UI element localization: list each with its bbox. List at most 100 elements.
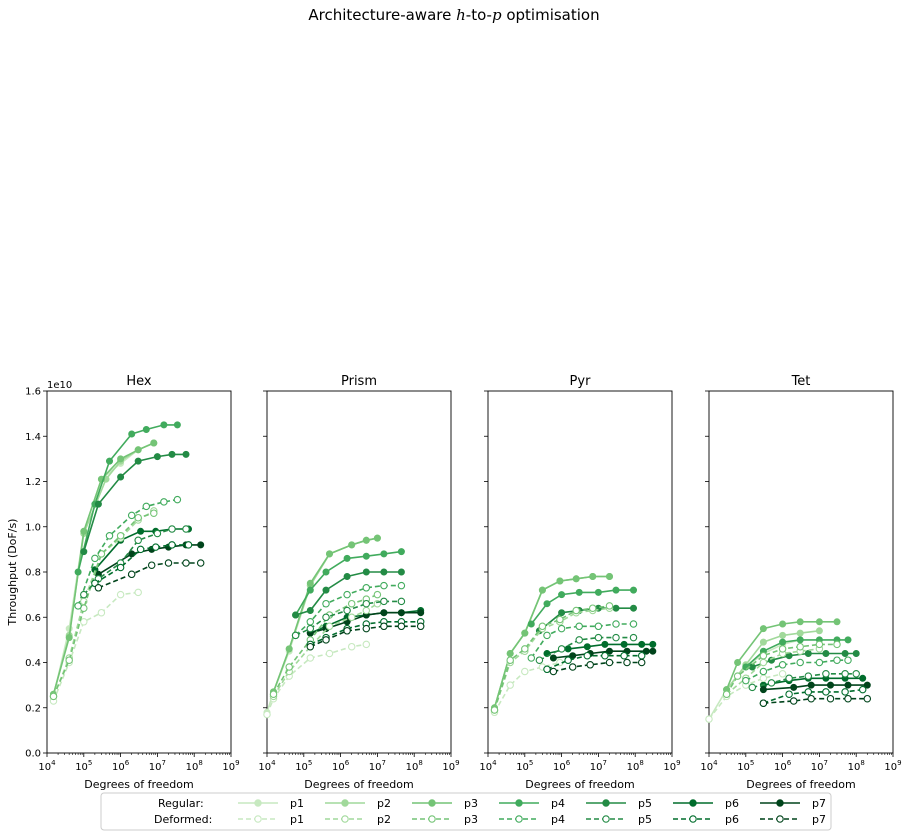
data-point <box>65 656 73 664</box>
panel-hex: Hex 104 105 106 107 108 109 0.0 0.2 0.4 0.6 0.8 1.0 1… <box>6 374 240 791</box>
legend-marker <box>515 815 523 823</box>
data-point <box>767 679 776 687</box>
y-tick-label: 1.0 <box>25 522 41 533</box>
data-point <box>568 663 577 671</box>
data-point <box>527 654 536 662</box>
data-point <box>556 615 564 624</box>
data-point <box>796 636 804 644</box>
data-point <box>649 647 657 655</box>
data-point <box>586 661 594 669</box>
data-point <box>160 421 168 429</box>
data-point <box>858 685 867 694</box>
data-point <box>572 575 580 583</box>
data-point <box>506 649 514 657</box>
data-point <box>94 584 103 592</box>
data-point <box>397 581 406 590</box>
data-point <box>833 618 841 626</box>
legend-label: p2 <box>377 813 391 826</box>
data-point <box>804 649 812 657</box>
data-point <box>822 670 830 678</box>
data-point <box>556 577 564 585</box>
panel-title: Hex <box>126 374 152 389</box>
data-point <box>343 627 351 635</box>
series-line <box>763 697 868 704</box>
data-point <box>638 640 646 648</box>
data-point <box>742 676 750 685</box>
x-tick-label: 104 <box>479 759 497 773</box>
data-point <box>759 667 768 676</box>
data-point <box>269 690 278 698</box>
data-point <box>97 608 106 617</box>
data-point <box>804 672 813 680</box>
legend-entry-p2-regular: p2 <box>325 797 391 810</box>
data-point <box>778 661 787 669</box>
series-p5-regular <box>80 450 190 556</box>
legend-label: p1 <box>290 813 304 826</box>
x-axis-label: Degrees of freedom <box>746 778 855 791</box>
legend-entry-p7-deformed: p7 <box>760 813 826 826</box>
data-point <box>306 586 314 594</box>
series-p4-deformed <box>527 620 638 662</box>
data-point <box>538 622 547 631</box>
data-point <box>173 495 182 504</box>
data-point <box>128 550 136 558</box>
legend-label: p4 <box>551 813 565 826</box>
panels: Hex 104 105 106 107 108 109 0.0 0.2 0.4 0.6 0.8 1.0 1… <box>6 374 902 791</box>
data-point <box>80 590 88 599</box>
data-point <box>844 656 852 664</box>
series-p7-deformed <box>759 694 872 707</box>
data-point <box>137 527 145 535</box>
data-point <box>605 647 613 655</box>
legend-marker <box>602 815 610 823</box>
data-point <box>796 658 804 667</box>
data-point <box>362 552 370 560</box>
legend-entry-p6-regular: p6 <box>673 797 739 810</box>
legend: Regular: Deformed: p1 p1 p2 p2 p3 p3 p4 p4 p5 p5 p6 p… <box>100 792 832 831</box>
data-point <box>588 604 597 612</box>
data-point <box>575 636 583 644</box>
legend-label: p6 <box>725 797 739 810</box>
data-point <box>807 681 815 689</box>
x-tick-label: 107 <box>149 759 166 773</box>
x-tick-label: 109 <box>442 759 459 773</box>
data-point <box>649 640 657 648</box>
data-point <box>759 686 767 694</box>
data-point <box>789 697 798 705</box>
x-tick-label: 106 <box>553 759 571 773</box>
series-p2-regular <box>490 572 613 712</box>
series-line <box>52 591 139 702</box>
data-point <box>605 602 614 610</box>
legend-label: p6 <box>725 813 739 826</box>
legend-marker <box>776 815 784 823</box>
series-p7-regular <box>549 647 657 662</box>
data-point <box>859 674 867 682</box>
data-point <box>601 640 609 648</box>
series-p1-regular <box>490 572 613 712</box>
series-p3-deformed <box>722 640 841 698</box>
data-point <box>538 586 546 594</box>
x-tick-label: 108 <box>406 759 423 773</box>
y-tick-label: 1.2 <box>25 477 41 488</box>
figure-title: Architecture-aware h-to-p optimisation <box>308 6 599 24</box>
legend-label: p2 <box>377 797 391 810</box>
data-point <box>612 633 620 642</box>
legend-label: p5 <box>638 797 652 810</box>
data-point <box>49 692 58 701</box>
legend-entry-p7-regular: p7 <box>760 797 826 810</box>
legend-label: p4 <box>551 797 565 810</box>
data-point <box>322 568 330 576</box>
panel-prism: Prism 104 105 106 107 108 109 Degrees of freedo… <box>258 374 459 791</box>
data-point <box>778 670 787 678</box>
data-point <box>733 672 742 680</box>
legend-label: p5 <box>638 813 652 826</box>
series-p3-deformed <box>49 509 158 701</box>
data-point <box>343 572 351 580</box>
data-point <box>380 568 388 576</box>
data-point <box>815 618 823 626</box>
data-point <box>362 624 371 633</box>
x-tick-label: 108 <box>186 759 203 773</box>
data-point <box>127 511 136 520</box>
y-tick-label: 0.2 <box>25 703 41 714</box>
data-point <box>822 688 830 696</box>
x-tick-label: 109 <box>663 759 680 773</box>
